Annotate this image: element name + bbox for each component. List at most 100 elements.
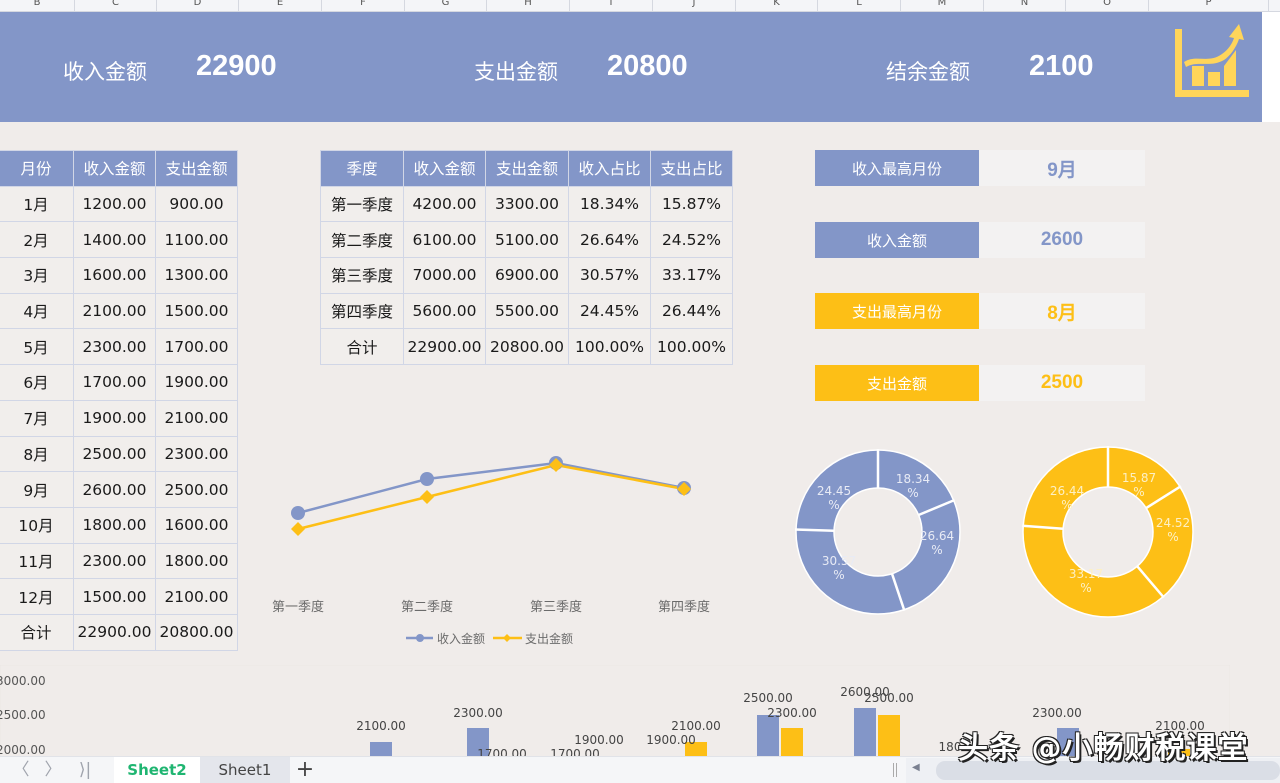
stat-value[interactable]: 9月 — [979, 150, 1145, 186]
scroll-left-icon[interactable]: ◀ — [912, 762, 920, 773]
quarterly-line-chart[interactable]: 第一季度 第二季度 第三季度 第四季度 收入金额 支出金额 — [260, 440, 730, 660]
cell[interactable]: 3300.00 — [485, 185, 569, 223]
cell[interactable]: 1800.00 — [155, 542, 238, 580]
sheet-tab-sheet2[interactable]: Sheet2 — [114, 757, 200, 783]
cell[interactable]: 5600.00 — [403, 292, 486, 330]
stat-label[interactable]: 支出最高月份 — [815, 293, 979, 329]
cell[interactable]: 1400.00 — [73, 221, 156, 259]
stat-value[interactable]: 2500 — [979, 365, 1145, 401]
cell[interactable]: 1100.00 — [155, 221, 238, 259]
last-sheet-button[interactable]: ⟩| — [78, 760, 92, 780]
header-income[interactable]: 收入金额 — [73, 150, 156, 187]
column-header-d[interactable]: D — [157, 0, 239, 11]
header-expense[interactable]: 支出金额 — [485, 150, 569, 187]
header-income[interactable]: 收入金额 — [403, 150, 486, 187]
column-header-p[interactable]: P — [1149, 0, 1269, 11]
column-header-l[interactable]: L — [818, 0, 901, 11]
cell[interactable]: 10月 — [0, 506, 74, 544]
cell[interactable]: 1700.00 — [73, 364, 156, 401]
cell[interactable]: 20800.00 — [485, 328, 569, 366]
stat-value[interactable]: 8月 — [979, 293, 1145, 329]
cell[interactable]: 第一季度 — [320, 185, 404, 223]
column-header-c[interactable]: C — [75, 0, 157, 11]
cell[interactable]: 4200.00 — [403, 185, 486, 223]
cell[interactable]: 26.44% — [650, 292, 733, 330]
cell[interactable]: 1900.00 — [155, 364, 238, 401]
cell[interactable]: 1700.00 — [155, 328, 238, 366]
header-expense[interactable]: 支出金额 — [155, 150, 238, 187]
cell[interactable]: 24.52% — [650, 221, 733, 259]
cell[interactable]: 1200.00 — [73, 185, 156, 223]
monthly-bar-chart[interactable]: 3000.00 2500.00 2000.00 2100.00 2300.00 … — [0, 665, 1230, 757]
cell[interactable]: 2月 — [0, 221, 74, 259]
cell[interactable]: 900.00 — [155, 185, 238, 223]
cell[interactable]: 合计 — [320, 328, 404, 366]
cell[interactable]: 30.57% — [568, 257, 651, 294]
cell[interactable]: 2500.00 — [155, 471, 238, 508]
scrollbar-thumb[interactable] — [936, 761, 1280, 780]
cell[interactable]: 第三季度 — [320, 257, 404, 294]
split-handle[interactable] — [893, 763, 897, 777]
header-quarter[interactable]: 季度 — [320, 150, 404, 187]
cell[interactable]: 2100.00 — [155, 399, 238, 437]
prev-sheet-button[interactable]: 〈 — [12, 760, 30, 780]
cell[interactable]: 2300.00 — [73, 328, 156, 366]
cell[interactable]: 15.87% — [650, 185, 733, 223]
stat-value[interactable]: 2600 — [979, 222, 1145, 258]
cell[interactable]: 100.00% — [650, 328, 733, 366]
cell[interactable]: 26.64% — [568, 221, 651, 259]
cell[interactable]: 12月 — [0, 578, 74, 615]
cell[interactable]: 2500.00 — [73, 435, 156, 473]
cell[interactable]: 33.17% — [650, 257, 733, 294]
cell[interactable]: 1月 — [0, 185, 74, 223]
expense-ratio-donut[interactable]: 15.87 % 24.52 % 33.17 % 26.44 % — [1020, 444, 1196, 620]
cell[interactable]: 5月 — [0, 328, 74, 366]
next-sheet-button[interactable]: 〉 — [44, 760, 62, 780]
cell[interactable]: 6100.00 — [403, 221, 486, 259]
cell[interactable]: 8月 — [0, 435, 74, 473]
cell[interactable]: 5500.00 — [485, 292, 569, 330]
column-header-h[interactable]: H — [487, 0, 570, 11]
cell[interactable]: 9月 — [0, 471, 74, 508]
cell[interactable]: 2300.00 — [73, 542, 156, 580]
cell[interactable]: 1600.00 — [73, 257, 156, 294]
column-header-f[interactable]: F — [322, 0, 405, 11]
cell[interactable]: 第四季度 — [320, 292, 404, 330]
cell[interactable]: 11月 — [0, 542, 74, 580]
cell[interactable]: 2100.00 — [155, 578, 238, 615]
cell[interactable]: 2600.00 — [73, 471, 156, 508]
column-header-k[interactable]: K — [736, 0, 818, 11]
cell[interactable]: 1300.00 — [155, 257, 238, 294]
column-header-g[interactable]: G — [405, 0, 487, 11]
cell[interactable]: 20800.00 — [155, 613, 238, 651]
income-ratio-donut[interactable]: 18.34 % 26.64 % 30.57 % 24.45 % — [793, 447, 963, 617]
column-header-j[interactable]: J — [653, 0, 736, 11]
cell[interactable]: 1500.00 — [73, 578, 156, 615]
cell[interactable]: 1900.00 — [73, 399, 156, 437]
cell[interactable]: 22900.00 — [73, 613, 156, 651]
header-month[interactable]: 月份 — [0, 150, 74, 187]
stat-label[interactable]: 收入最高月份 — [815, 150, 979, 186]
cell[interactable]: 1600.00 — [155, 506, 238, 544]
column-header-b[interactable]: B — [0, 0, 75, 11]
cell[interactable]: 22900.00 — [403, 328, 486, 366]
chart-legend[interactable]: 收入金额 支出金额 — [406, 631, 573, 646]
cell[interactable]: 7000.00 — [403, 257, 486, 294]
column-header-e[interactable]: E — [239, 0, 322, 11]
cell[interactable]: 100.00% — [568, 328, 651, 366]
cell[interactable]: 1800.00 — [73, 506, 156, 544]
cell[interactable]: 第二季度 — [320, 221, 404, 259]
column-header-i[interactable]: I — [570, 0, 653, 11]
column-header-n[interactable]: N — [984, 0, 1066, 11]
horizontal-scrollbar[interactable]: ◀ — [906, 758, 1280, 783]
header-expense-ratio[interactable]: 支出占比 — [650, 150, 733, 187]
cell[interactable]: 18.34% — [568, 185, 651, 223]
cell[interactable]: 6900.00 — [485, 257, 569, 294]
column-header-m[interactable]: M — [901, 0, 984, 11]
cell[interactable]: 5100.00 — [485, 221, 569, 259]
stat-label[interactable]: 收入金额 — [815, 222, 979, 258]
column-header-o[interactable]: O — [1066, 0, 1149, 11]
cell[interactable]: 7月 — [0, 399, 74, 437]
cell[interactable]: 2100.00 — [73, 292, 156, 330]
sheet-tab-sheet1[interactable]: Sheet1 — [200, 757, 290, 783]
